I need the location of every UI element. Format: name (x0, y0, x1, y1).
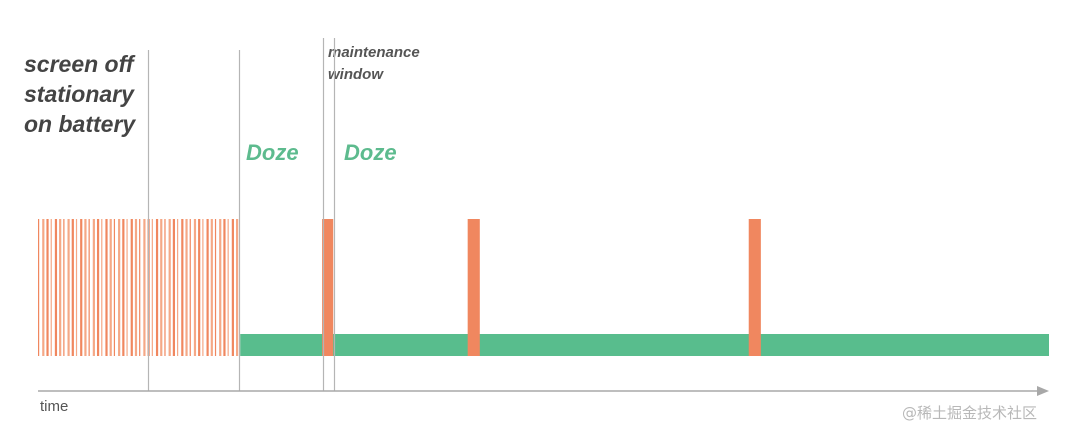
doze-label-second: Doze (344, 140, 397, 165)
activity-stripe (227, 219, 229, 356)
activity-stripe (193, 219, 197, 356)
activity-stripe (172, 219, 175, 356)
activity-stripe (101, 219, 103, 356)
doze-bars-group (240, 334, 1049, 356)
condition-on-battery: on battery (24, 111, 136, 137)
doze-bar (240, 334, 1049, 356)
watermark: @稀土掘金技术社区 (902, 404, 1038, 422)
activity-stripe (168, 219, 171, 356)
maintenance-windows-group (322, 219, 761, 356)
maintenance-label-line2: window (328, 66, 383, 83)
time-axis (38, 386, 1049, 396)
activity-stripe (88, 219, 90, 356)
activity-stripe (143, 219, 146, 356)
activity-stripe (84, 219, 87, 356)
activity-stripe (126, 219, 128, 356)
activity-stripe (164, 219, 166, 356)
activity-stripe (139, 219, 141, 356)
activity-stripe (118, 219, 121, 356)
activity-stripe (223, 219, 226, 356)
activity-stripe (50, 219, 52, 356)
condition-stationary: stationary (24, 81, 134, 107)
activity-stripe (214, 219, 217, 356)
activity-stripe (130, 219, 133, 356)
doze-label-first: Doze (246, 140, 299, 165)
activity-stripe (151, 219, 153, 356)
maintenance-label-line1: maintenance (328, 44, 420, 61)
activity-stripe (177, 219, 179, 356)
activity-stripe (38, 219, 40, 356)
activity-stripe (105, 219, 108, 356)
activity-stripe (109, 219, 112, 356)
activity-stripe (202, 219, 204, 356)
activity-stripe (189, 219, 191, 356)
active-stripes-group (38, 219, 239, 356)
activity-stripe (59, 219, 62, 356)
activity-stripe (198, 219, 201, 356)
activity-stripe (113, 219, 116, 356)
activity-stripe (67, 219, 70, 356)
activity-stripe (155, 219, 159, 356)
activity-stripe (54, 219, 58, 356)
activity-stripe (96, 219, 100, 356)
activity-stripe (46, 219, 49, 356)
activity-stripe (185, 219, 188, 356)
activity-stripe (63, 219, 65, 356)
activity-stripe (92, 219, 95, 356)
activity-stripe (210, 219, 213, 356)
time-axis-arrowhead (1037, 386, 1049, 396)
activity-stripe (160, 219, 163, 356)
dividers-group (147, 38, 336, 391)
activity-stripe (75, 219, 78, 356)
activity-stripe (71, 219, 74, 356)
activity-stripe (231, 219, 234, 356)
maintenance-window-bar (467, 219, 480, 356)
activity-stripe (181, 219, 184, 356)
maintenance-window-bar (748, 219, 761, 356)
activity-stripe (42, 219, 45, 356)
condition-screen-off: screen off (24, 51, 134, 77)
activity-stripe (206, 219, 209, 356)
activity-stripe (219, 219, 222, 356)
activity-stripe (80, 219, 83, 356)
activity-stripe (122, 219, 125, 356)
activity-stripe (134, 219, 138, 356)
activity-stripe (235, 219, 239, 356)
maintenance-window-bar (322, 219, 334, 356)
time-axis-label: time (40, 398, 69, 415)
